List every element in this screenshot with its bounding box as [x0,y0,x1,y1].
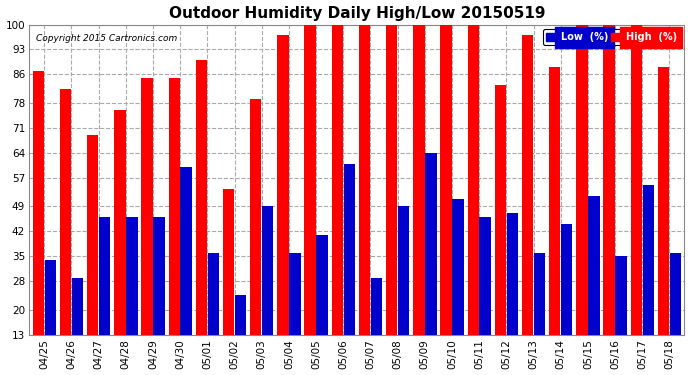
Bar [386,24,397,375]
Bar [413,24,424,375]
Bar [114,110,126,375]
Bar [425,153,437,375]
Bar [604,24,615,375]
Bar [371,278,382,375]
Bar [440,24,452,375]
Bar [250,99,262,375]
Bar [332,24,343,375]
Bar [468,24,479,375]
Bar [359,24,371,375]
Bar [576,24,588,375]
Bar [45,260,56,375]
Bar [289,253,301,375]
Bar [534,253,545,375]
Bar [453,199,464,375]
Bar [631,24,642,375]
Bar [480,217,491,375]
Bar [223,189,235,375]
Bar [642,185,654,375]
Bar [60,88,71,375]
Bar [168,78,180,375]
Text: Copyright 2015 Cartronics.com: Copyright 2015 Cartronics.com [36,34,177,43]
Bar [561,224,573,375]
Bar [87,135,99,375]
Bar [141,78,152,375]
Bar [344,164,355,375]
Title: Outdoor Humidity Daily High/Low 20150519: Outdoor Humidity Daily High/Low 20150519 [168,6,545,21]
Bar [522,35,533,375]
Bar [277,35,288,375]
Bar [658,67,669,375]
Bar [549,67,560,375]
Bar [181,167,192,375]
Bar [235,296,246,375]
Bar [615,256,627,375]
Bar [670,253,681,375]
Bar [304,24,316,375]
Bar [398,206,409,375]
Bar [32,71,44,375]
Bar [196,60,207,375]
Bar [126,217,137,375]
Bar [153,217,165,375]
Bar [506,213,518,375]
Legend: Low  (%), High  (%): Low (%), High (%) [543,29,680,45]
Bar [262,206,273,375]
Bar [208,253,219,375]
Bar [588,196,600,375]
Bar [495,85,506,375]
Bar [99,217,110,375]
Bar [72,278,83,375]
Bar [317,235,328,375]
